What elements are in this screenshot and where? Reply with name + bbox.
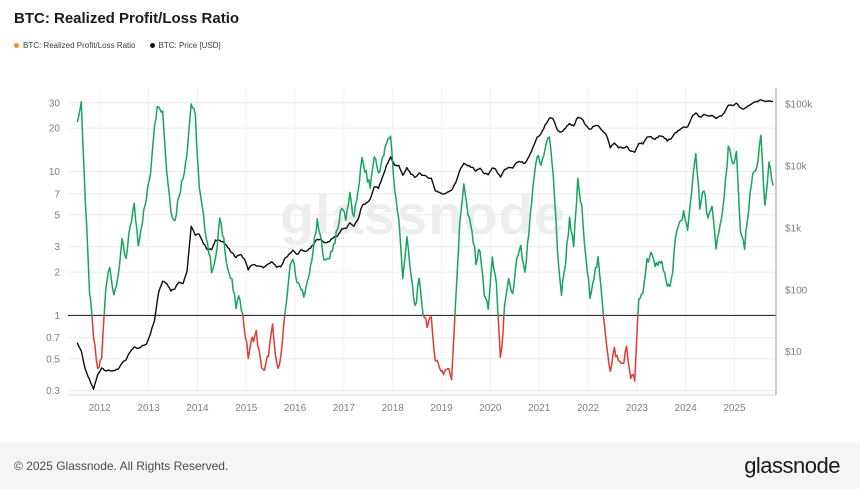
copyright-text: © 2025 Glassnode. All Rights Reserved.: [14, 459, 229, 473]
svg-text:30: 30: [49, 98, 61, 109]
svg-text:2017: 2017: [333, 403, 356, 414]
legend-label-ratio: BTC: Realized Profit/Loss Ratio: [23, 41, 136, 50]
svg-text:2012: 2012: [89, 403, 112, 414]
svg-text:7: 7: [54, 189, 60, 200]
svg-text:2013: 2013: [137, 403, 160, 414]
svg-text:2: 2: [54, 268, 60, 279]
legend-swatch-ratio-icon: [14, 43, 19, 48]
legend-swatch-price-icon: [149, 43, 155, 48]
svg-text:3: 3: [54, 242, 60, 253]
svg-text:2019: 2019: [430, 403, 453, 414]
legend-item-price[interactable]: BTC: Price [USD]: [149, 41, 221, 50]
price-ratio-chart[interactable]: 2012 2013 2014 2015 2016 2017 2018 2019 2020 2021…: [0, 60, 860, 440]
svg-text:20: 20: [49, 124, 61, 135]
page-title: BTC: Realized Profit/Loss Ratio: [14, 10, 240, 27]
legend-label-price: BTC: Price [USD]: [158, 41, 221, 50]
svg-text:10: 10: [49, 167, 61, 178]
svg-text:2015: 2015: [235, 403, 258, 414]
svg-text:$1k: $1k: [785, 223, 802, 234]
svg-text:5: 5: [54, 210, 60, 221]
svg-text:$10: $10: [785, 347, 802, 358]
svg-text:$100k: $100k: [785, 99, 813, 110]
svg-text:1: 1: [54, 311, 60, 322]
svg-text:0.3: 0.3: [46, 386, 60, 397]
svg-text:2020: 2020: [479, 403, 502, 414]
svg-text:2018: 2018: [382, 403, 405, 414]
svg-text:2016: 2016: [284, 403, 307, 414]
svg-text:2023: 2023: [626, 403, 649, 414]
legend-item-ratio[interactable]: BTC: Realized Profit/Loss Ratio: [14, 41, 136, 50]
svg-text:2024: 2024: [675, 403, 698, 414]
svg-text:2014: 2014: [186, 403, 209, 414]
svg-text:2021: 2021: [528, 403, 551, 414]
footer-bar: © 2025 Glassnode. All Rights Reserved. g…: [0, 443, 860, 489]
svg-text:$100: $100: [785, 285, 808, 296]
svg-text:2025: 2025: [723, 403, 746, 414]
svg-text:$10k: $10k: [785, 161, 808, 172]
svg-text:0.5: 0.5: [46, 354, 60, 365]
svg-text:0.7: 0.7: [46, 333, 60, 344]
chart-legend: BTC: Realized Profit/Loss Ratio BTC: Pri…: [14, 41, 221, 50]
glassnode-logo: glassnode: [744, 453, 840, 478]
svg-text:2022: 2022: [577, 403, 600, 414]
